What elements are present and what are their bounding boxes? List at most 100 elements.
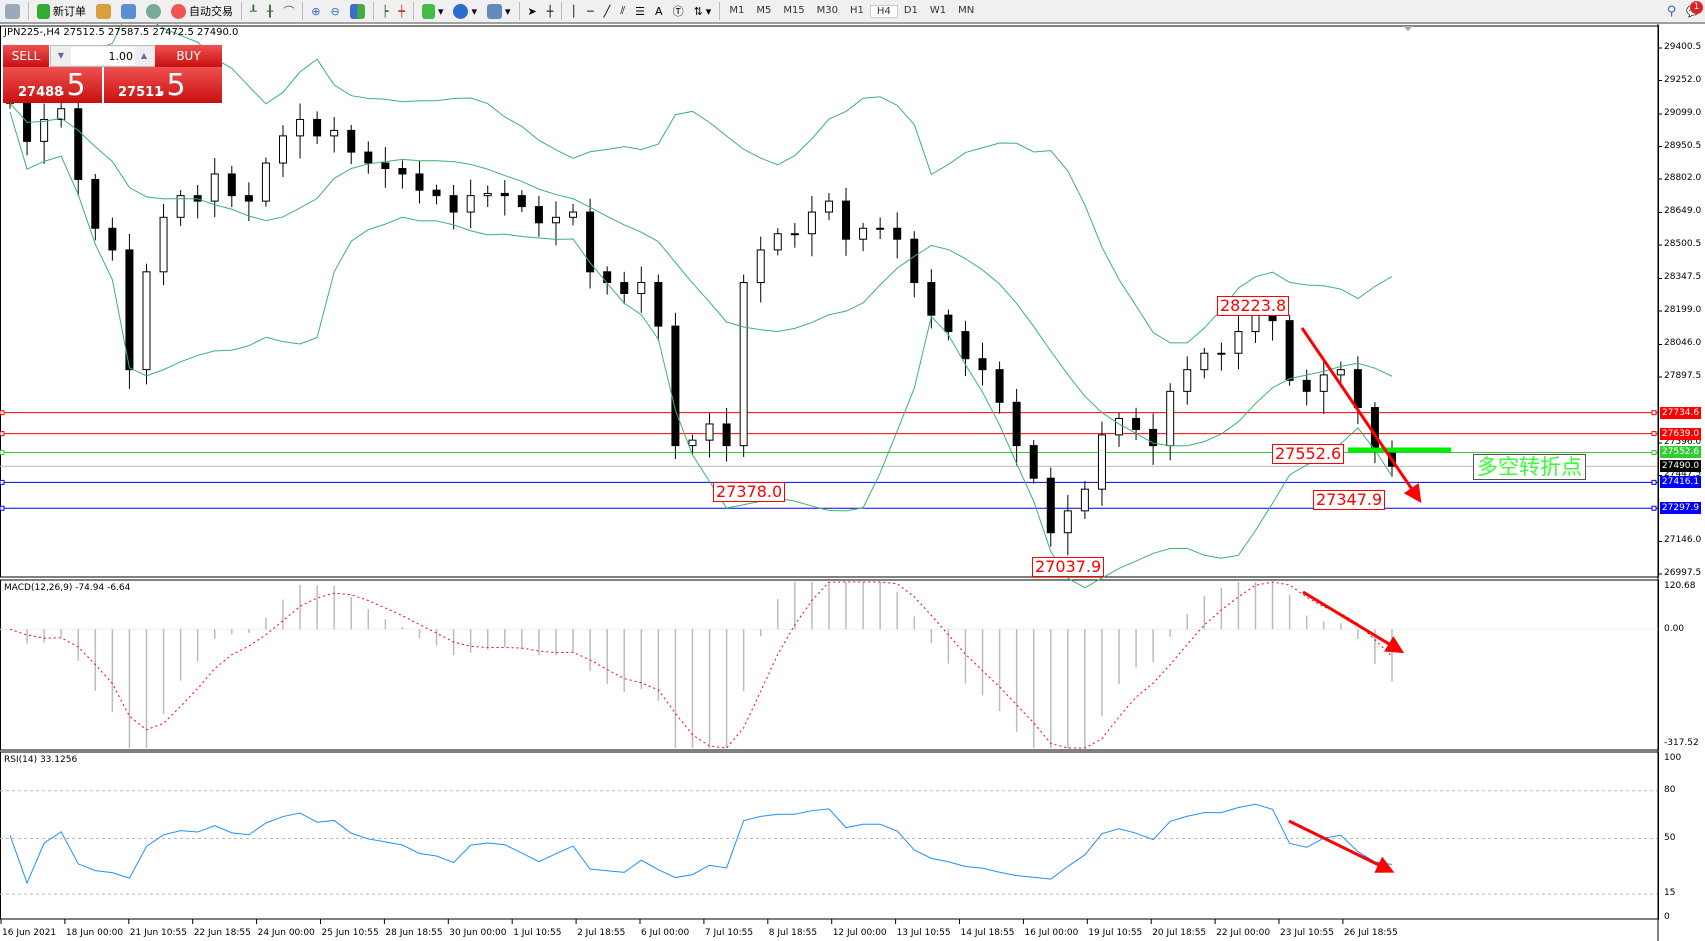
- timeframe-m30[interactable]: M30: [816, 4, 839, 16]
- timeframe-h1[interactable]: H1: [850, 4, 864, 16]
- price-tick-label: 28199.0: [1664, 305, 1702, 315]
- templates-button[interactable]: ▾: [482, 1, 516, 21]
- time-tick-label: 21 Jun 10:55: [129, 928, 187, 938]
- horizontal-line-icon: ─: [587, 4, 594, 18]
- terminal-icon: [121, 3, 136, 19]
- price-tick-label: 27447.5: [1664, 469, 1702, 480]
- timeframe-h4[interactable]: H4: [869, 4, 898, 18]
- macd-tick-label: -317.52: [1664, 738, 1699, 748]
- timeframe-m1[interactable]: M1: [729, 4, 745, 16]
- navigator-button[interactable]: [116, 1, 141, 21]
- chart-title: JPN225-,H4 27512.5 27587.5 27472.5 27490…: [4, 27, 239, 38]
- price-tick-label: 29099.0: [1664, 107, 1702, 118]
- divider: [302, 2, 304, 20]
- autoscroll-button[interactable]: ┝: [377, 1, 394, 21]
- auto-trading-button[interactable]: 自动交易: [166, 1, 238, 21]
- crosshair-button[interactable]: ┼: [542, 1, 559, 21]
- time-tick-label: 19 Jul 10:55: [1088, 928, 1143, 938]
- zoom-out-button[interactable]: ⊖: [325, 1, 344, 21]
- candle-body: [534, 206, 543, 224]
- candle-body: [1217, 352, 1226, 355]
- line-chart-button[interactable]: ⌒: [278, 1, 299, 21]
- book-icon: [96, 3, 111, 19]
- search-button[interactable]: ⚲: [1662, 1, 1682, 21]
- candle-body: [756, 249, 765, 284]
- trendline-button[interactable]: ╱: [599, 1, 616, 21]
- timeframe-w1[interactable]: W1: [929, 4, 947, 16]
- sell-button[interactable]: SELL: [3, 45, 49, 67]
- metaeditor-button[interactable]: [91, 1, 116, 21]
- notification-badge: 1: [1690, 1, 1703, 14]
- buy-price-button[interactable]: 27511 .5: [104, 67, 222, 103]
- lot-size-input[interactable]: [71, 47, 135, 65]
- bar-chart-button[interactable]: ┸: [245, 1, 262, 21]
- candle-body: [108, 227, 117, 251]
- line-handle: [0, 410, 5, 416]
- timeframe-mn[interactable]: MN: [958, 4, 975, 16]
- increase-lot-button[interactable]: ▲: [135, 47, 153, 64]
- sell-price-button[interactable]: 27488 .5: [3, 67, 102, 103]
- chevron-up-icon: ▲: [140, 51, 148, 60]
- chart-shift-icon: ┿: [398, 4, 405, 18]
- line-handle: [1651, 505, 1657, 511]
- zoom-in-button[interactable]: ⊕: [306, 1, 325, 21]
- timeframe-m5[interactable]: M5: [756, 4, 772, 16]
- magnifier-icon: [5, 3, 20, 19]
- periods-button[interactable]: ▾: [448, 1, 482, 21]
- line-handle: [0, 505, 5, 511]
- buy-price-main: 27511: [118, 85, 164, 100]
- rsi-tick-label: 0: [1664, 912, 1670, 922]
- crosshair-icon: ┼: [546, 4, 554, 18]
- sell-price-main: 27488: [18, 85, 64, 100]
- divider: [518, 2, 520, 20]
- chevron-down-icon: ▼: [57, 51, 65, 60]
- autoscroll-icon: ┝: [381, 4, 389, 18]
- history-button[interactable]: [0, 1, 25, 21]
- time-tick-label: 23 Jul 10:55: [1280, 928, 1334, 938]
- new-order-button[interactable]: 新订单: [32, 1, 91, 21]
- channel-button[interactable]: ⫽: [615, 1, 630, 21]
- timeframe-m15[interactable]: M15: [783, 4, 805, 16]
- fibonacci-icon: ☰: [635, 4, 646, 18]
- candle-body: [637, 282, 646, 294]
- zoom-out-icon: ⊖: [330, 4, 340, 18]
- text-button[interactable]: A: [650, 1, 668, 21]
- chart-shift-button[interactable]: ┿: [393, 1, 410, 21]
- divider: [241, 2, 242, 20]
- pivot-note: 多空转折点: [1473, 454, 1586, 480]
- chart-canvas[interactable]: [0, 24, 1705, 941]
- signals-button[interactable]: [141, 1, 166, 21]
- candle-body: [586, 211, 595, 273]
- fibonacci-button[interactable]: ☰: [630, 1, 650, 21]
- time-tick-label: 22 Jun 18:55: [193, 928, 251, 938]
- horizontal-line-button[interactable]: ─: [582, 1, 599, 21]
- price-tick-label: 28649.0: [1664, 206, 1702, 217]
- candle-body: [893, 227, 902, 240]
- trendline-icon: ╱: [603, 4, 611, 18]
- candle-body: [1166, 390, 1175, 447]
- timeframe-d1[interactable]: D1: [903, 4, 918, 16]
- price-line-label: 27490.0: [1660, 460, 1701, 473]
- messages-button[interactable]: 💬1: [1681, 1, 1705, 21]
- text-label-button[interactable]: Ⓣ: [668, 1, 689, 21]
- candle-body: [40, 118, 49, 142]
- rsi-label: RSI(14) 33.1256: [4, 755, 78, 765]
- buy-button[interactable]: BUY: [155, 45, 222, 67]
- decrease-lot-button[interactable]: ▼: [52, 47, 70, 64]
- candle-body: [671, 325, 680, 447]
- candle-body: [1234, 331, 1243, 354]
- price-down-arrow: [1300, 327, 1422, 503]
- tile-windows-button[interactable]: [345, 1, 370, 21]
- price-line-label: 27416.1: [1660, 476, 1701, 489]
- candle-body: [944, 314, 953, 333]
- candle-body: [824, 200, 833, 213]
- cursor-button[interactable]: ➤: [523, 1, 542, 21]
- vertical-line-button[interactable]: │: [565, 1, 582, 21]
- candle-chart-button[interactable]: ╂: [262, 1, 279, 21]
- indicators-button[interactable]: ▾: [417, 1, 449, 21]
- chevron-down-icon: ▾: [705, 4, 712, 18]
- auto-trading-label: 自动交易: [189, 5, 233, 18]
- candle-body: [995, 369, 1004, 403]
- time-tick-label: 16 Jul 00:00: [1024, 928, 1079, 938]
- arrows-button[interactable]: ⇅ ▾: [689, 1, 717, 21]
